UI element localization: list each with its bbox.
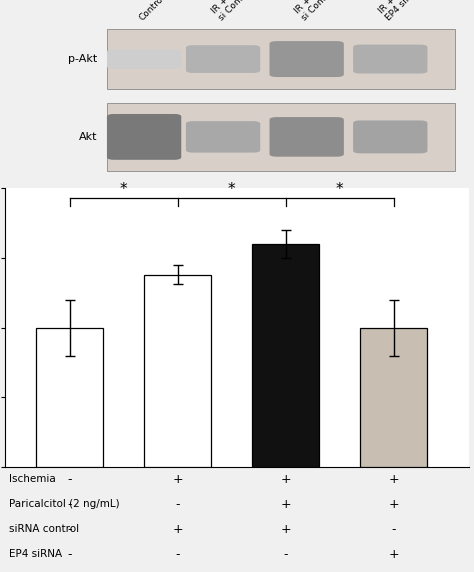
Bar <box>36 328 103 467</box>
Text: +: + <box>388 498 399 511</box>
Text: -: - <box>283 548 288 561</box>
Text: Ischemia: Ischemia <box>9 474 56 484</box>
Text: p-Akt: p-Akt <box>68 54 98 64</box>
Text: -: - <box>67 472 72 486</box>
Text: *: * <box>336 182 344 197</box>
FancyBboxPatch shape <box>270 41 344 77</box>
Text: Akt: Akt <box>79 132 98 142</box>
Text: +: + <box>280 472 291 486</box>
Text: +: + <box>388 472 399 486</box>
Text: -: - <box>67 548 72 561</box>
Text: Control: Control <box>138 0 167 22</box>
Text: +: + <box>280 498 291 511</box>
Text: -: - <box>67 498 72 511</box>
Text: EP4 siRNA: EP4 siRNA <box>9 549 63 559</box>
Text: IR + Pari +
si Cont: IR + Pari + si Cont <box>293 0 342 22</box>
Text: siRNA control: siRNA control <box>9 525 80 534</box>
Bar <box>107 29 456 89</box>
Text: IR +
si Cont: IR + si Cont <box>210 0 245 22</box>
FancyBboxPatch shape <box>107 114 181 160</box>
Bar <box>360 328 427 467</box>
Text: *: * <box>120 182 128 197</box>
Text: -: - <box>175 498 180 511</box>
Text: +: + <box>172 523 183 536</box>
FancyBboxPatch shape <box>186 121 260 153</box>
Text: +: + <box>280 523 291 536</box>
FancyBboxPatch shape <box>270 117 344 157</box>
Text: -: - <box>175 548 180 561</box>
Bar <box>144 275 211 467</box>
Text: +: + <box>172 472 183 486</box>
Text: *: * <box>228 182 236 197</box>
Text: +: + <box>388 548 399 561</box>
Text: IR + Pari +
EP4 siRNA: IR + Pari + EP4 siRNA <box>377 0 425 22</box>
FancyBboxPatch shape <box>186 45 260 73</box>
Bar <box>252 244 319 467</box>
Bar <box>107 103 456 171</box>
FancyBboxPatch shape <box>353 45 428 74</box>
Text: -: - <box>392 523 396 536</box>
Text: -: - <box>67 523 72 536</box>
Text: Paricalcitol (2 ng/mL): Paricalcitol (2 ng/mL) <box>9 499 120 509</box>
FancyBboxPatch shape <box>107 49 181 69</box>
FancyBboxPatch shape <box>353 121 428 153</box>
